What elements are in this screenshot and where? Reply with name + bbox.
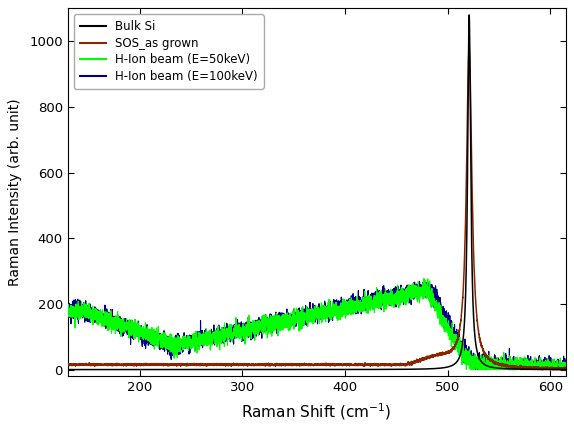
- SOS_as grown: [355, 362, 362, 367]
- Y-axis label: Raman Intensity (arb. unit): Raman Intensity (arb. unit): [9, 98, 22, 286]
- Bulk Si: [562, 367, 569, 372]
- Bulk Si: [79, 367, 86, 372]
- H-Ion beam (E=50keV): [468, 367, 475, 372]
- Bulk Si: [355, 367, 362, 372]
- SOS_as grown: [465, 59, 472, 64]
- SOS_as grown: [471, 273, 478, 278]
- Legend: Bulk Si, SOS_as grown, H-Ion beam (E=50keV), H-Ion beam (E=100keV): Bulk Si, SOS_as grown, H-Ion beam (E=50k…: [73, 14, 263, 89]
- Bulk Si: [471, 328, 478, 333]
- H-Ion beam (E=50keV): [465, 351, 472, 356]
- Bulk Si: [198, 367, 205, 372]
- H-Ion beam (E=100keV): [64, 310, 71, 316]
- H-Ion beam (E=100keV): [471, 358, 478, 363]
- H-Ion beam (E=100keV): [79, 310, 86, 315]
- Bulk Si: [64, 367, 71, 372]
- Line: Bulk Si: Bulk Si: [68, 15, 565, 370]
- Bulk Si: [211, 367, 218, 372]
- Bulk Si: [466, 12, 472, 18]
- SOS_as grown: [79, 362, 86, 367]
- H-Ion beam (E=100keV): [465, 347, 472, 352]
- H-Ion beam (E=100keV): [355, 304, 362, 309]
- H-Ion beam (E=50keV): [211, 338, 218, 344]
- Bulk Si: [465, 61, 472, 66]
- H-Ion beam (E=50keV): [79, 304, 86, 309]
- H-Ion beam (E=50keV): [198, 332, 205, 338]
- Line: SOS_as grown: SOS_as grown: [68, 46, 565, 370]
- SOS_as grown: [64, 362, 71, 367]
- H-Ion beam (E=50keV): [355, 310, 362, 315]
- H-Ion beam (E=50keV): [562, 367, 569, 372]
- Line: H-Ion beam (E=50keV): H-Ion beam (E=50keV): [68, 279, 565, 370]
- H-Ion beam (E=50keV): [64, 310, 71, 315]
- H-Ion beam (E=100keV): [198, 341, 205, 346]
- H-Ion beam (E=100keV): [472, 367, 479, 372]
- X-axis label: Raman Shift (cm$^{-1}$): Raman Shift (cm$^{-1}$): [242, 401, 392, 422]
- SOS_as grown: [211, 361, 218, 366]
- Line: H-Ion beam (E=100keV): H-Ion beam (E=100keV): [68, 280, 565, 370]
- H-Ion beam (E=100keV): [421, 277, 428, 283]
- H-Ion beam (E=50keV): [421, 276, 428, 281]
- SOS_as grown: [198, 362, 205, 367]
- H-Ion beam (E=100keV): [211, 331, 218, 336]
- SOS_as grown: [539, 367, 546, 372]
- H-Ion beam (E=50keV): [471, 359, 478, 365]
- SOS_as grown: [466, 43, 472, 48]
- SOS_as grown: [562, 367, 569, 372]
- H-Ion beam (E=100keV): [562, 366, 569, 371]
